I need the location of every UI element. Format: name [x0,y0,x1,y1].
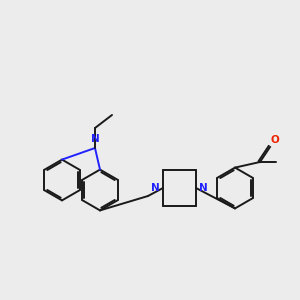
Text: O: O [271,135,279,145]
Text: N: N [199,183,208,193]
Text: N: N [91,134,99,144]
Text: N: N [151,183,160,193]
